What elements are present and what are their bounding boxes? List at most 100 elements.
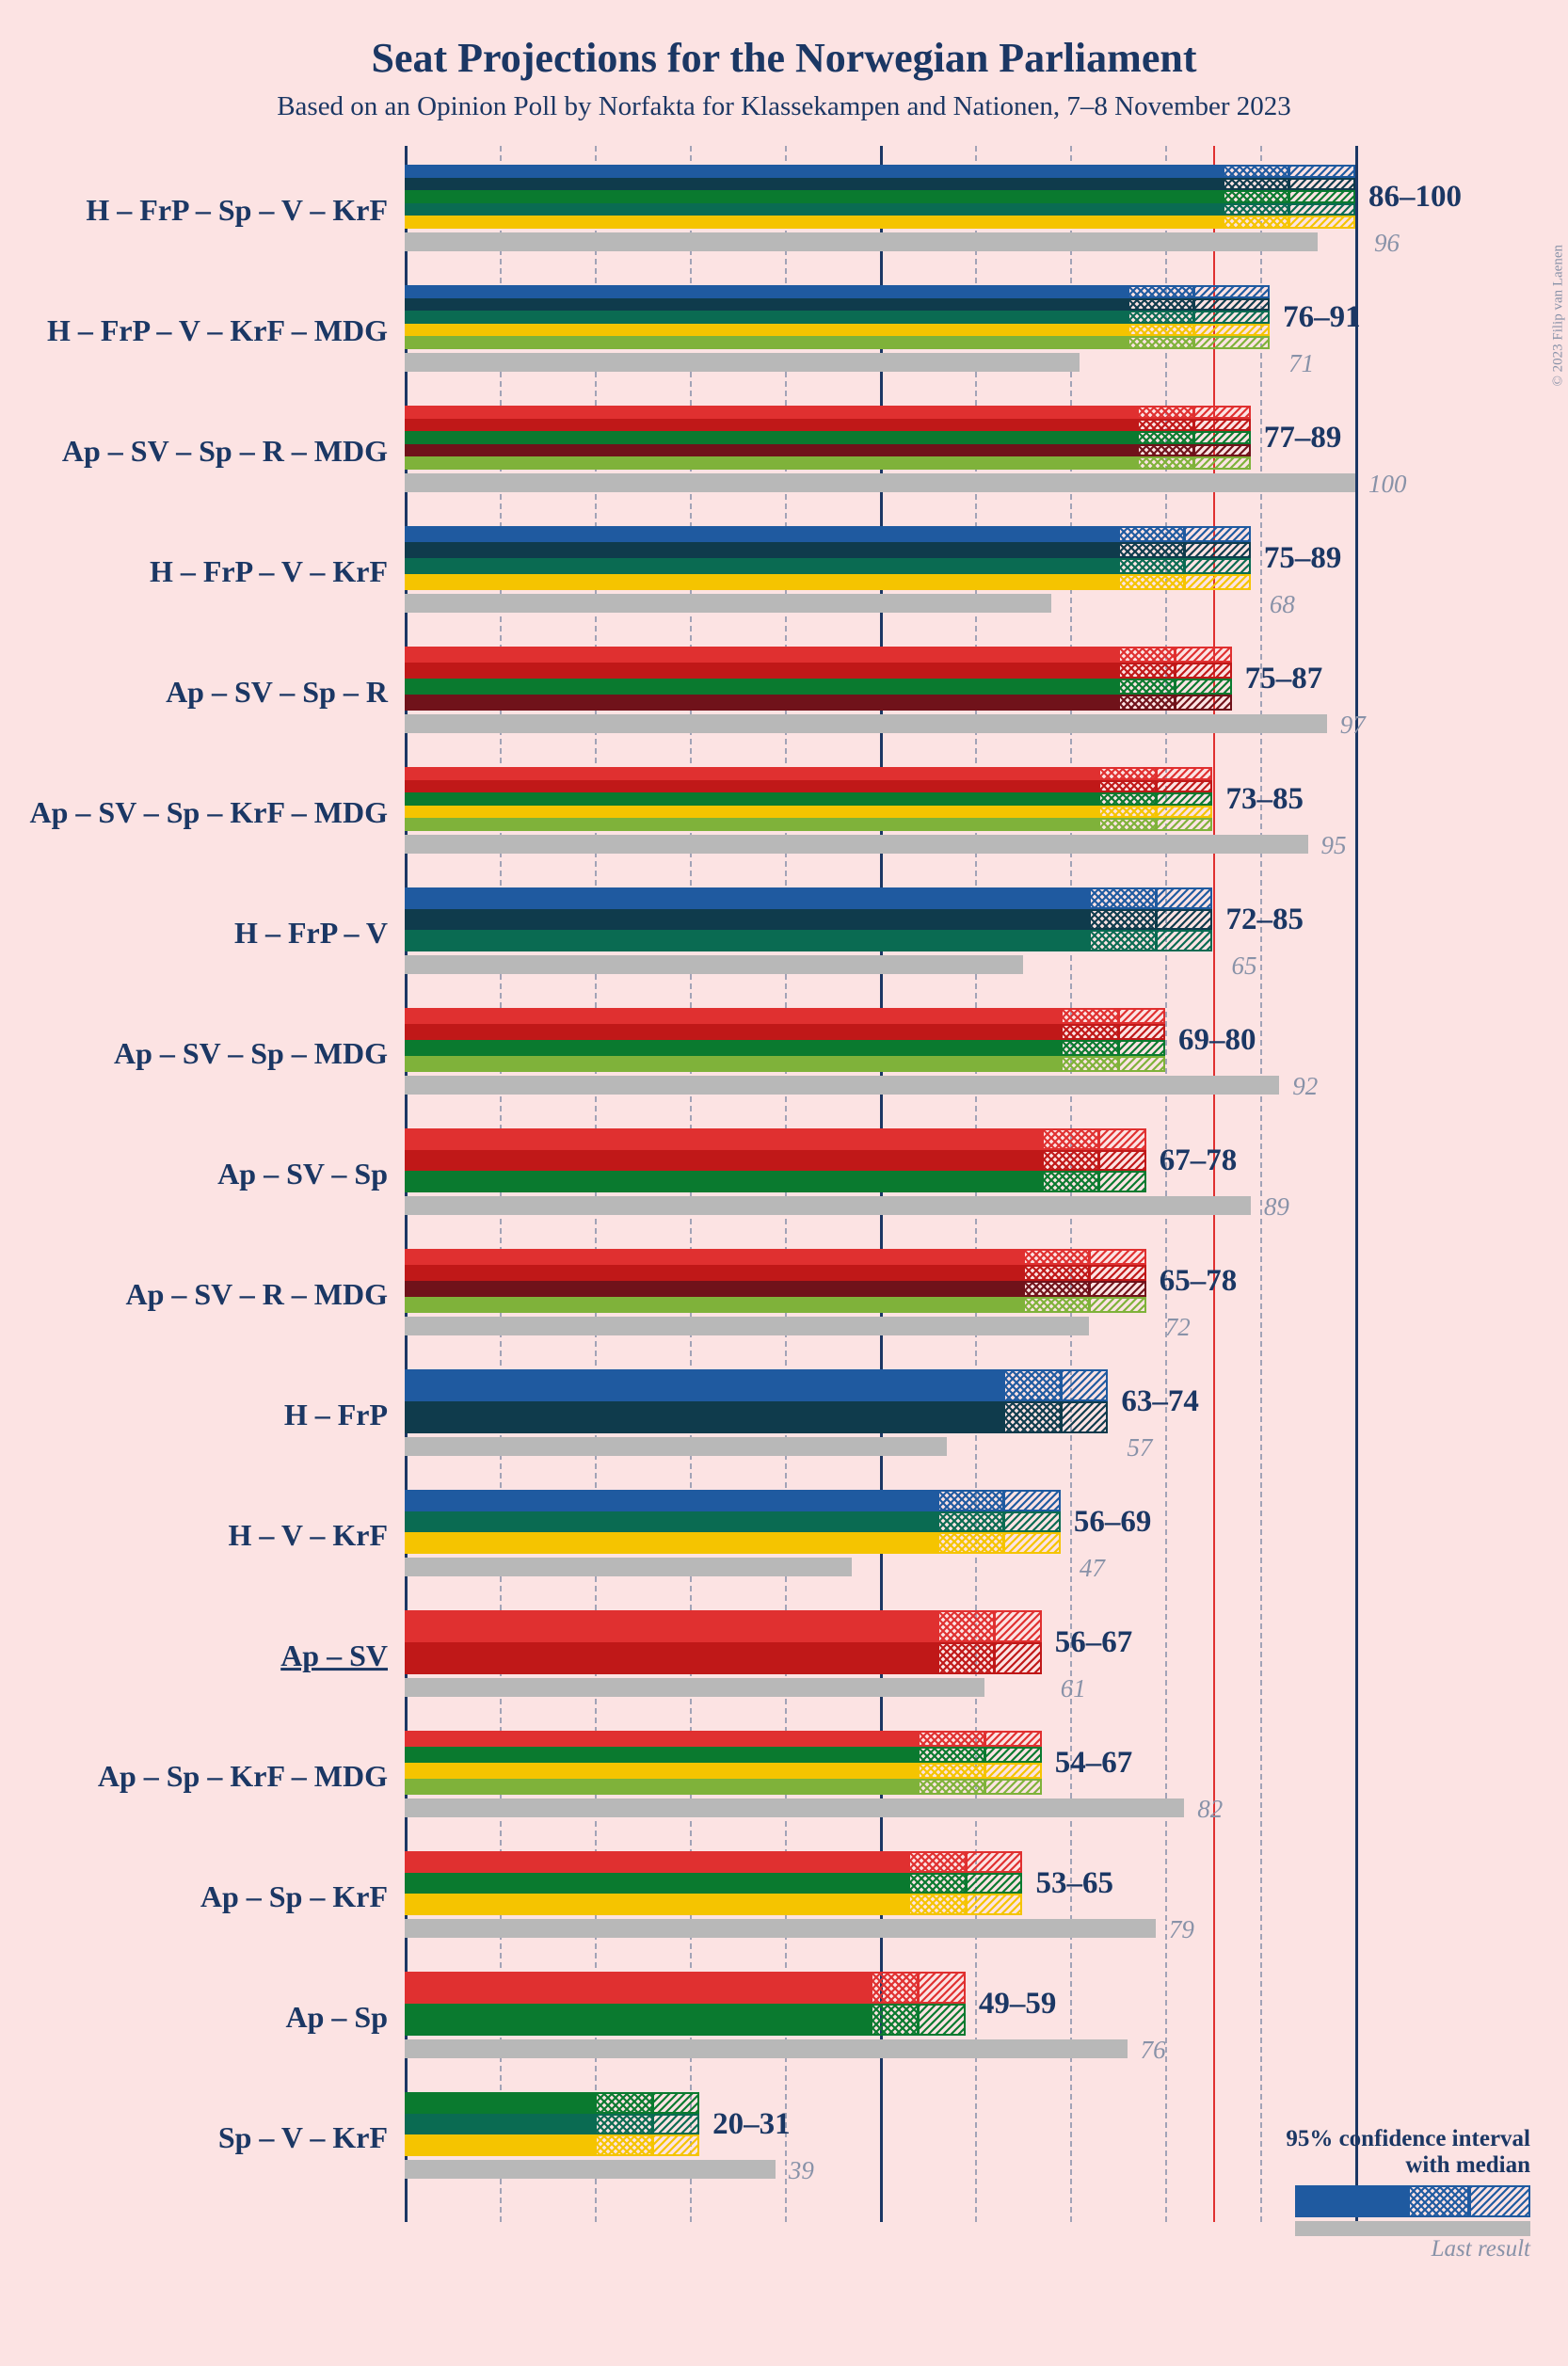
last-result-bar	[405, 1678, 984, 1697]
party-stripe	[405, 419, 1137, 432]
party-stripe	[405, 574, 1118, 590]
party-stripe	[405, 909, 1089, 931]
ci-hatch-left	[1061, 1024, 1118, 1040]
party-stripe	[405, 542, 1118, 558]
value-label: 65–78	[1160, 1264, 1238, 1299]
ci-hatch-right	[1193, 419, 1251, 432]
last-result-label: 97	[1340, 711, 1366, 740]
coalition-label: H – FrP – V – KrF – MDG	[47, 313, 405, 348]
last-result-bar	[405, 2160, 776, 2179]
median-tick	[1155, 792, 1158, 806]
coalition-label: H – V – KrF	[229, 1518, 405, 1553]
party-stripe	[405, 806, 1098, 819]
ci-hatch-right	[1156, 792, 1213, 806]
ci-hatch-right	[1193, 456, 1251, 470]
value-label: 63–74	[1121, 1384, 1199, 1419]
ci-hatch-right	[1288, 178, 1355, 191]
coalition-row: Ap – SV56–6761	[405, 1603, 1355, 1723]
party-stripe	[405, 1150, 1042, 1172]
ci-hatch-left	[1003, 1401, 1061, 1433]
coalition-row: H – FrP63–7457	[405, 1362, 1355, 1482]
coalition-label: H – FrP – V – KrF	[150, 554, 405, 589]
last-result-label: 72	[1165, 1313, 1191, 1342]
coalition-row: H – FrP – V – KrF75–8968	[405, 519, 1355, 639]
ci-hatch-right	[1193, 406, 1251, 419]
last-result-label: 65	[1232, 951, 1257, 981]
party-stripe	[405, 406, 1137, 419]
ci-hatch-right	[966, 1894, 1023, 1915]
median-tick	[1155, 806, 1158, 819]
coalition-row: Ap – SV – Sp – KrF – MDG73–8595	[405, 759, 1355, 880]
party-stripe	[405, 1851, 908, 1873]
median-tick	[1288, 203, 1290, 216]
ci-hatch-left	[1003, 1369, 1061, 1401]
median-tick	[1088, 1281, 1091, 1297]
median-tick	[965, 1851, 968, 1873]
party-stripe	[405, 1040, 1061, 1056]
ci-hatch-left	[1023, 1249, 1090, 1265]
median-tick	[984, 1779, 986, 1795]
coalition-row: H – FrP – V72–8565	[405, 880, 1355, 1000]
ci-hatch-left	[908, 1851, 966, 1873]
median-tick	[993, 1642, 996, 1674]
value-label: 72–85	[1226, 903, 1304, 937]
value-label: 53–65	[1036, 1866, 1114, 1901]
party-stripe	[405, 695, 1118, 711]
median-tick	[1002, 1511, 1005, 1533]
ci-hatch-left	[937, 1490, 1004, 1511]
median-tick	[1155, 767, 1158, 780]
ci-hatch-left	[1118, 558, 1185, 574]
ci-hatch-left	[1098, 780, 1156, 793]
last-result-bar	[405, 1317, 1089, 1335]
coalition-label: Sp – V – KrF	[218, 2120, 405, 2155]
ci-hatch-right	[1184, 526, 1251, 542]
ci-hatch-left	[1023, 1281, 1090, 1297]
last-result-bar	[405, 835, 1308, 854]
coalition-label: Ap – SV – Sp – R – MDG	[62, 434, 405, 469]
ci-hatch-right	[1089, 1281, 1146, 1297]
last-result-label: 71	[1288, 349, 1314, 378]
party-stripe	[405, 647, 1118, 663]
last-result-label: 92	[1292, 1072, 1318, 1101]
median-tick	[651, 2134, 654, 2156]
coalition-label: Ap – SV	[280, 1639, 405, 1673]
ci-hatch-left	[1223, 190, 1289, 203]
ci-hatch-left	[595, 2134, 652, 2156]
legend: 95% confidence interval with median Last…	[1248, 2126, 1530, 2263]
value-label: 86–100	[1368, 180, 1462, 215]
ci-hatch-right	[1098, 1128, 1146, 1150]
last-result-bar	[405, 1919, 1156, 1938]
ci-hatch-left	[1223, 178, 1289, 191]
party-stripe	[405, 1008, 1061, 1024]
ci-hatch-right	[984, 1731, 1042, 1747]
median-tick	[1060, 1369, 1063, 1401]
party-stripe	[405, 792, 1098, 806]
party-stripe	[405, 2114, 595, 2135]
ci-hatch-left	[1042, 1150, 1099, 1172]
median-tick	[1155, 887, 1158, 909]
ci-hatch-right	[1003, 1490, 1061, 1511]
ci-hatch-left	[908, 1873, 966, 1894]
ci-hatch-left	[1137, 444, 1194, 457]
ci-hatch-left	[871, 2004, 919, 2036]
ci-hatch-left	[1128, 285, 1194, 298]
ci-hatch-right	[1193, 444, 1251, 457]
ci-hatch-right	[1288, 203, 1355, 216]
ci-hatch-right	[918, 1972, 966, 2004]
ci-hatch-left	[1042, 1171, 1099, 1192]
last-result-label: 79	[1169, 1915, 1194, 1944]
value-label: 56–69	[1074, 1505, 1152, 1540]
party-stripe	[405, 1171, 1042, 1192]
ci-hatch-right	[966, 1851, 1023, 1873]
ci-hatch-right	[1156, 767, 1213, 780]
party-stripe	[405, 1128, 1042, 1150]
ci-hatch-left	[1089, 930, 1156, 951]
ci-hatch-left	[1042, 1128, 1099, 1150]
party-stripe	[405, 887, 1089, 909]
party-stripe	[405, 165, 1223, 178]
median-tick	[1117, 1040, 1120, 1056]
ci-hatch-right	[984, 1779, 1042, 1795]
party-stripe	[405, 1369, 1003, 1401]
last-result-label: 95	[1321, 831, 1347, 860]
ci-hatch-left	[1118, 695, 1176, 711]
